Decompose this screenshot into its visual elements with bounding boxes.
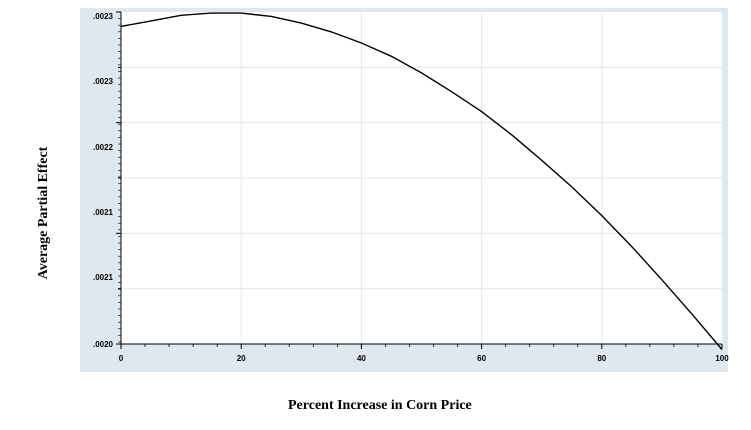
x-tick-label: 100 [715, 354, 729, 363]
x-tick-label: 60 [477, 354, 486, 363]
x-axis-title: Percent Increase in Corn Price [288, 398, 472, 413]
y-tick-label: .0022 [93, 143, 114, 152]
x-tick-label: 40 [357, 354, 366, 363]
y-axis-title: Average Partial Effect [36, 146, 51, 279]
x-tick-label: 80 [597, 354, 606, 363]
x-tick-label: 20 [237, 354, 246, 363]
x-tick-label: 0 [119, 354, 124, 363]
ticks-layer: 0 20 40 60 80 100 .0023 .0023 .0022 .0021 .0021 .00… [93, 11, 729, 363]
series-line [120, 12, 723, 350]
y-tick-label: .0023 [93, 77, 114, 86]
y-tick-label: .0021 [93, 273, 114, 282]
grid-layer [121, 12, 722, 344]
y-tick-label: .0020 [93, 340, 114, 349]
line-layer [120, 12, 723, 350]
y-tick-label: .0021 [93, 208, 114, 217]
y-tick-label: .0023 [93, 12, 114, 21]
